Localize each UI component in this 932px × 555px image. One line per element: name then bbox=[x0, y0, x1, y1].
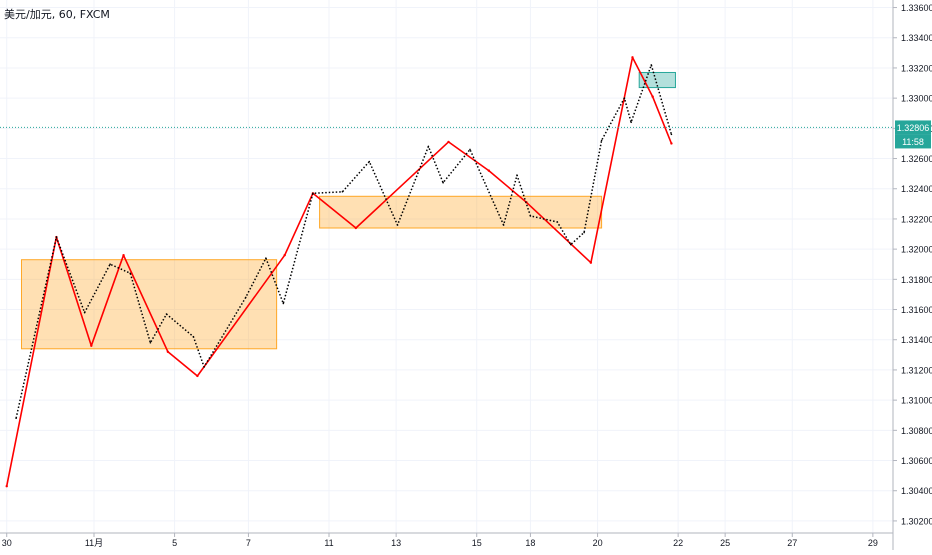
price-point bbox=[312, 192, 314, 195]
zigzag-point bbox=[589, 261, 593, 264]
price-point bbox=[469, 148, 471, 151]
zigzag-point bbox=[283, 253, 286, 257]
price-point bbox=[529, 215, 532, 217]
price-point bbox=[569, 243, 572, 246]
dotted-price-line bbox=[15, 64, 673, 419]
price-point bbox=[15, 417, 17, 420]
zigzag-point bbox=[487, 169, 490, 172]
x-tick-label: 18 bbox=[525, 538, 535, 548]
y-tick-label: 1.31800 bbox=[901, 275, 932, 285]
price-point bbox=[244, 296, 247, 299]
price-point bbox=[55, 236, 58, 238]
zigzag-point bbox=[354, 226, 358, 230]
x-tick-label: 27 bbox=[787, 538, 797, 548]
price-point bbox=[583, 231, 585, 234]
price-point bbox=[109, 263, 111, 266]
zigzag-point bbox=[5, 484, 8, 488]
price-point bbox=[623, 97, 626, 99]
zigzag-point bbox=[670, 142, 673, 145]
x-tick-label: 11月 bbox=[85, 538, 103, 548]
x-tick-label: 7 bbox=[246, 538, 251, 548]
price-point bbox=[165, 313, 168, 315]
countdown-badge bbox=[895, 134, 931, 149]
x-tick-label: 20 bbox=[593, 538, 603, 548]
y-tick-label: 1.30800 bbox=[901, 426, 932, 436]
price-point bbox=[83, 311, 86, 314]
x-tick-label: 22 bbox=[673, 538, 683, 548]
price-point bbox=[203, 366, 205, 368]
y-tick-label: 1.33000 bbox=[901, 94, 932, 104]
price-point bbox=[600, 139, 603, 142]
zigzag-point bbox=[166, 350, 170, 354]
zigzag-point bbox=[196, 374, 199, 378]
price-point bbox=[630, 121, 632, 124]
y-tick-label: 1.32200 bbox=[901, 214, 932, 224]
y-tick-label: 1.32400 bbox=[901, 184, 932, 194]
price-point bbox=[265, 257, 267, 259]
y-tick-label: 1.31400 bbox=[901, 335, 932, 345]
y-tick-label: 1.30600 bbox=[901, 456, 932, 466]
y-tick-label: 1.30400 bbox=[901, 486, 932, 496]
price-point bbox=[442, 181, 444, 184]
price-point bbox=[670, 133, 673, 136]
y-tick-label: 1.33400 bbox=[901, 33, 932, 43]
y-tick-label: 1.32000 bbox=[901, 245, 932, 255]
range-box bbox=[638, 71, 676, 89]
x-tick-label: 13 bbox=[391, 538, 401, 548]
x-tick-label: 30 bbox=[2, 538, 12, 548]
price-point bbox=[192, 335, 195, 338]
price-point bbox=[368, 160, 371, 163]
current-price-value: 1.32806 bbox=[897, 123, 930, 133]
x-tick-label: 11 bbox=[324, 538, 333, 548]
price-point bbox=[556, 221, 559, 223]
price-point bbox=[427, 145, 430, 148]
range-box bbox=[20, 259, 278, 350]
price-point bbox=[149, 341, 152, 344]
x-tick-label: 29 bbox=[868, 538, 878, 548]
price-point bbox=[502, 224, 505, 226]
current-price-badge bbox=[895, 120, 931, 135]
zigzag-point bbox=[122, 253, 125, 257]
y-tick-label: 1.33600 bbox=[901, 3, 932, 13]
y-tick-label: 1.31000 bbox=[901, 396, 932, 406]
y-tick-label: 1.33200 bbox=[901, 63, 932, 73]
y-tick-label: 1.31600 bbox=[901, 305, 932, 315]
zigzag-point bbox=[631, 56, 634, 59]
zigzag-point bbox=[90, 344, 93, 347]
range-box bbox=[319, 195, 603, 229]
y-tick-label: 1.32600 bbox=[901, 154, 932, 164]
price-point bbox=[341, 190, 344, 193]
x-tick-label: 25 bbox=[720, 538, 730, 548]
price-point bbox=[396, 224, 399, 226]
price-point bbox=[516, 174, 518, 176]
zigzag-point bbox=[447, 140, 450, 144]
chart-title: 美元/加元, 60, FXCM bbox=[4, 8, 110, 21]
price-point bbox=[650, 64, 653, 66]
price-point bbox=[282, 302, 285, 305]
y-tick-label: 1.31200 bbox=[901, 365, 932, 375]
countdown-value: 11:58 bbox=[902, 137, 924, 147]
price-point bbox=[129, 272, 132, 275]
x-tick-label: 5 bbox=[172, 538, 177, 548]
x-tick-label: 15 bbox=[472, 538, 482, 548]
y-tick-label: 1.30200 bbox=[901, 516, 932, 526]
zigzag-line bbox=[5, 56, 673, 487]
zigzag-point bbox=[651, 95, 654, 98]
